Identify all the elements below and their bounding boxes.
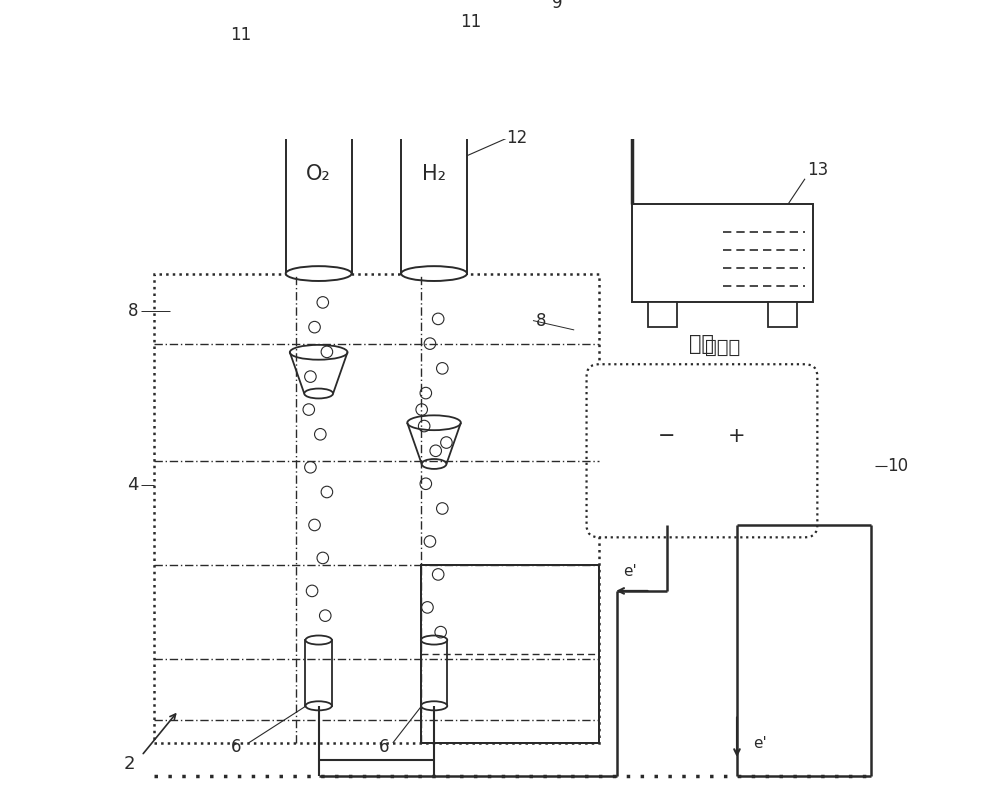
Text: O₂: O₂ bbox=[306, 164, 331, 184]
Text: 2: 2 bbox=[123, 755, 135, 773]
Ellipse shape bbox=[305, 636, 332, 645]
Bar bbox=[310, 71, 328, 89]
Bar bbox=[632, 204, 813, 302]
Ellipse shape bbox=[401, 82, 467, 103]
Text: e': e' bbox=[623, 563, 637, 579]
Ellipse shape bbox=[286, 82, 352, 103]
FancyBboxPatch shape bbox=[587, 364, 817, 537]
Bar bbox=[425, 71, 443, 89]
Ellipse shape bbox=[401, 266, 467, 281]
Text: 13: 13 bbox=[807, 161, 828, 179]
Ellipse shape bbox=[290, 345, 348, 360]
Text: 11: 11 bbox=[230, 26, 251, 44]
Bar bbox=[648, 302, 677, 327]
Text: 10: 10 bbox=[887, 457, 909, 474]
Text: e': e' bbox=[753, 736, 767, 751]
Text: +: + bbox=[728, 426, 746, 446]
Ellipse shape bbox=[304, 389, 333, 398]
Text: 8: 8 bbox=[536, 312, 546, 330]
Bar bbox=[419, 79, 449, 102]
Ellipse shape bbox=[422, 459, 446, 469]
Bar bbox=[154, 274, 599, 743]
Text: 6: 6 bbox=[231, 738, 241, 756]
Bar bbox=[310, 20, 442, 45]
Text: 6: 6 bbox=[379, 738, 390, 756]
Ellipse shape bbox=[305, 701, 332, 710]
Bar bbox=[421, 565, 599, 743]
Text: 4: 4 bbox=[127, 476, 139, 494]
Ellipse shape bbox=[407, 415, 461, 430]
Bar bbox=[768, 302, 797, 327]
Ellipse shape bbox=[421, 636, 447, 645]
Bar bbox=[401, 92, 467, 274]
Text: 真空泵: 真空泵 bbox=[705, 339, 740, 357]
Text: 12: 12 bbox=[506, 128, 527, 146]
Bar bbox=[286, 92, 352, 274]
Bar bbox=[421, 565, 599, 743]
Ellipse shape bbox=[421, 701, 447, 710]
Text: H₂: H₂ bbox=[422, 164, 446, 184]
Bar bbox=[421, 640, 447, 706]
Text: 电源: 电源 bbox=[689, 334, 714, 354]
Text: 8: 8 bbox=[128, 302, 138, 320]
Text: 9: 9 bbox=[552, 0, 563, 12]
Text: −: − bbox=[658, 426, 676, 446]
Text: 11: 11 bbox=[461, 13, 482, 32]
Bar bbox=[305, 640, 332, 706]
Bar bbox=[304, 79, 333, 102]
Ellipse shape bbox=[286, 266, 352, 281]
